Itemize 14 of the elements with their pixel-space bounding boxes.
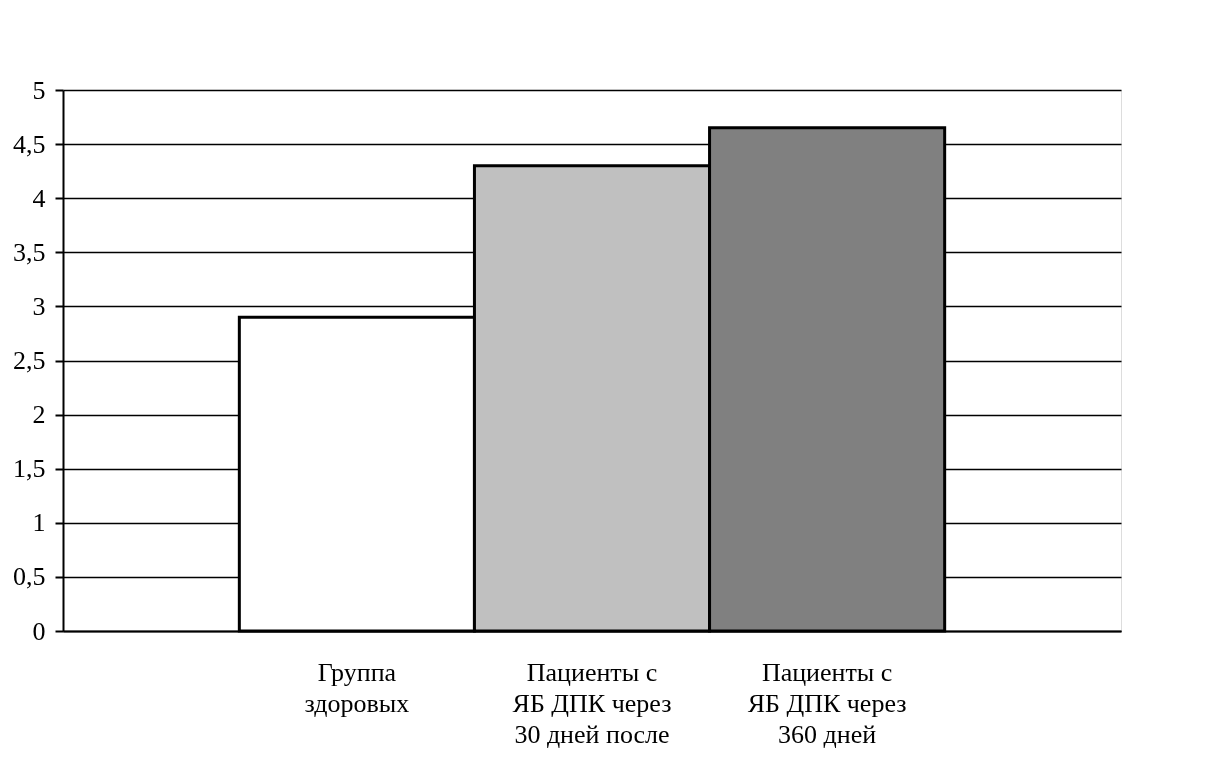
x-tick-label: Пациенты с ЯБ ДПК через 360 дней — [747, 657, 907, 749]
y-tick-label: 0 — [32, 616, 46, 646]
y-tick-label: 4,5 — [13, 129, 46, 159]
y-tick-label: 5 — [32, 75, 46, 105]
y-tick-label: 3 — [32, 291, 46, 321]
y-tick-label: 4 — [32, 183, 46, 213]
x-tick-label: Пациенты с ЯБ ДПК через 30 дней после — [512, 657, 672, 749]
y-tick-label: 2,5 — [13, 346, 46, 375]
y-tick-label: 2 — [32, 400, 46, 430]
y-tick-label: 3,5 — [13, 237, 46, 267]
x-tick-label: Группа здоровых — [304, 657, 410, 718]
y-tick-label: 1,5 — [13, 454, 46, 484]
y-tick-label: 0,5 — [13, 562, 46, 592]
y-tick-label: 1 — [32, 508, 46, 538]
